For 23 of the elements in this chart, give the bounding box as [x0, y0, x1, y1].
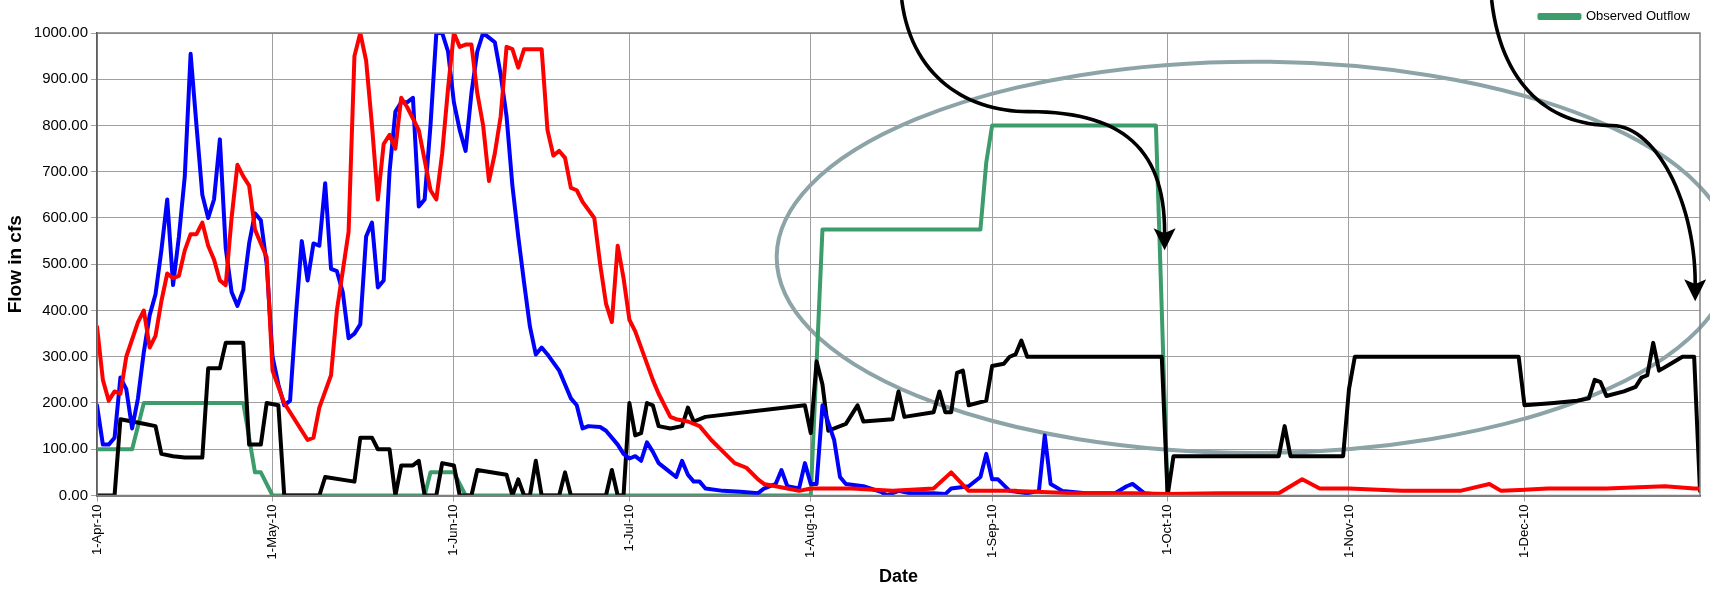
legend-label: Observed Outflow	[1585, 8, 1691, 24]
y-tick-label: 600.00	[42, 208, 89, 226]
y-tick-label: 100.00	[42, 439, 89, 457]
y-tick-label: 200.00	[42, 393, 89, 411]
y-tick-label: 800.00	[42, 115, 89, 133]
x-tick-label: 1-May-10	[264, 504, 280, 560]
y-tick-label: 300.00	[42, 346, 89, 364]
x-tick-label: 1-Apr-10	[88, 504, 104, 556]
x-tick-label: 1-Nov-10	[1340, 504, 1356, 558]
x-tick-label: 1-Aug-10	[802, 504, 818, 558]
x-tick-label: 1-Jun-10	[445, 504, 461, 556]
x-tick-label: 1-Jul-10	[620, 504, 636, 552]
x-axis-title: Date	[879, 566, 919, 587]
y-tick-label: 400.00	[42, 300, 89, 318]
x-tick-label: 1-Oct-10	[1159, 504, 1175, 556]
y-tick-label: 1000.00	[33, 23, 89, 41]
x-tick-label: 1-Sep-10	[983, 504, 999, 558]
y-tick-label: 900.00	[42, 69, 89, 87]
y-tick-label: 500.00	[42, 254, 89, 272]
y-tick-label: 0.00	[58, 485, 89, 503]
x-tick-label: 1-Dec-10	[1516, 504, 1532, 558]
y-tick-label: 700.00	[42, 161, 89, 179]
y-axis-title: Flow in cfs	[3, 215, 25, 314]
